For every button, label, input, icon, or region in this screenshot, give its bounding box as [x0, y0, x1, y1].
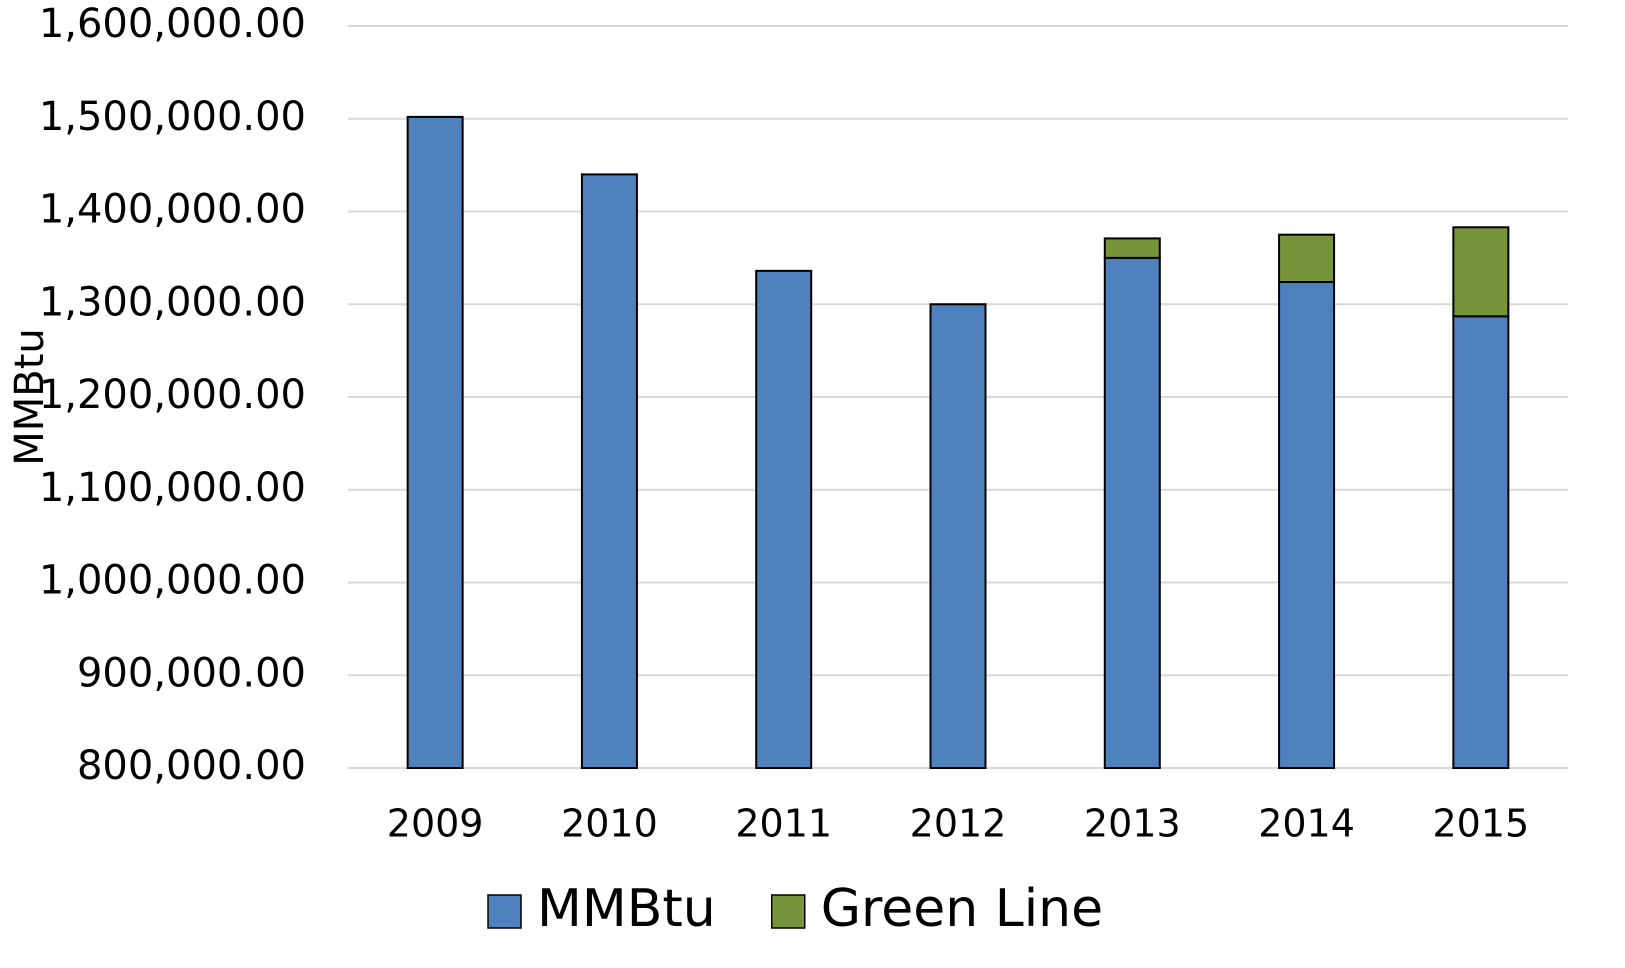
x-tick-label: 2009	[387, 802, 484, 846]
y-tick-label: 1,200,000.00	[39, 372, 306, 418]
bar-segment	[580, 173, 638, 769]
x-tick-label: 2014	[1258, 802, 1355, 846]
x-tick-label: 2013	[1084, 802, 1181, 846]
bar-segment	[1452, 315, 1510, 769]
y-tick-label: 1,400,000.00	[39, 187, 306, 233]
bar-segment	[1103, 256, 1161, 769]
bar-segment	[929, 303, 987, 769]
bar-segment	[406, 115, 464, 769]
x-tick-label: 2012	[910, 802, 1007, 846]
y-tick-label: 1,300,000.00	[39, 279, 306, 325]
bar-segment	[1103, 237, 1161, 259]
legend-swatch	[487, 894, 522, 929]
y-tick-label: 800,000.00	[77, 743, 306, 789]
bar-segment	[1278, 233, 1336, 283]
y-tick-label: 1,000,000.00	[39, 558, 306, 604]
bar-segment	[1452, 226, 1510, 318]
y-tick-label: 1,600,000.00	[39, 1, 306, 47]
bar-segment	[1278, 280, 1336, 769]
x-tick-label: 2011	[735, 802, 832, 846]
x-tick-label: 2015	[1432, 802, 1529, 846]
bar-segment	[755, 269, 813, 769]
x-tick-label: 2010	[561, 802, 658, 846]
y-axis-label: MMBtu	[7, 328, 53, 466]
legend-swatch	[771, 894, 806, 929]
y-tick-label: 1,100,000.00	[39, 465, 306, 511]
legend-label: Green Line	[821, 879, 1103, 939]
legend-label: MMBtu	[537, 879, 716, 939]
y-tick-label: 1,500,000.00	[39, 94, 306, 140]
y-tick-label: 900,000.00	[77, 650, 306, 696]
